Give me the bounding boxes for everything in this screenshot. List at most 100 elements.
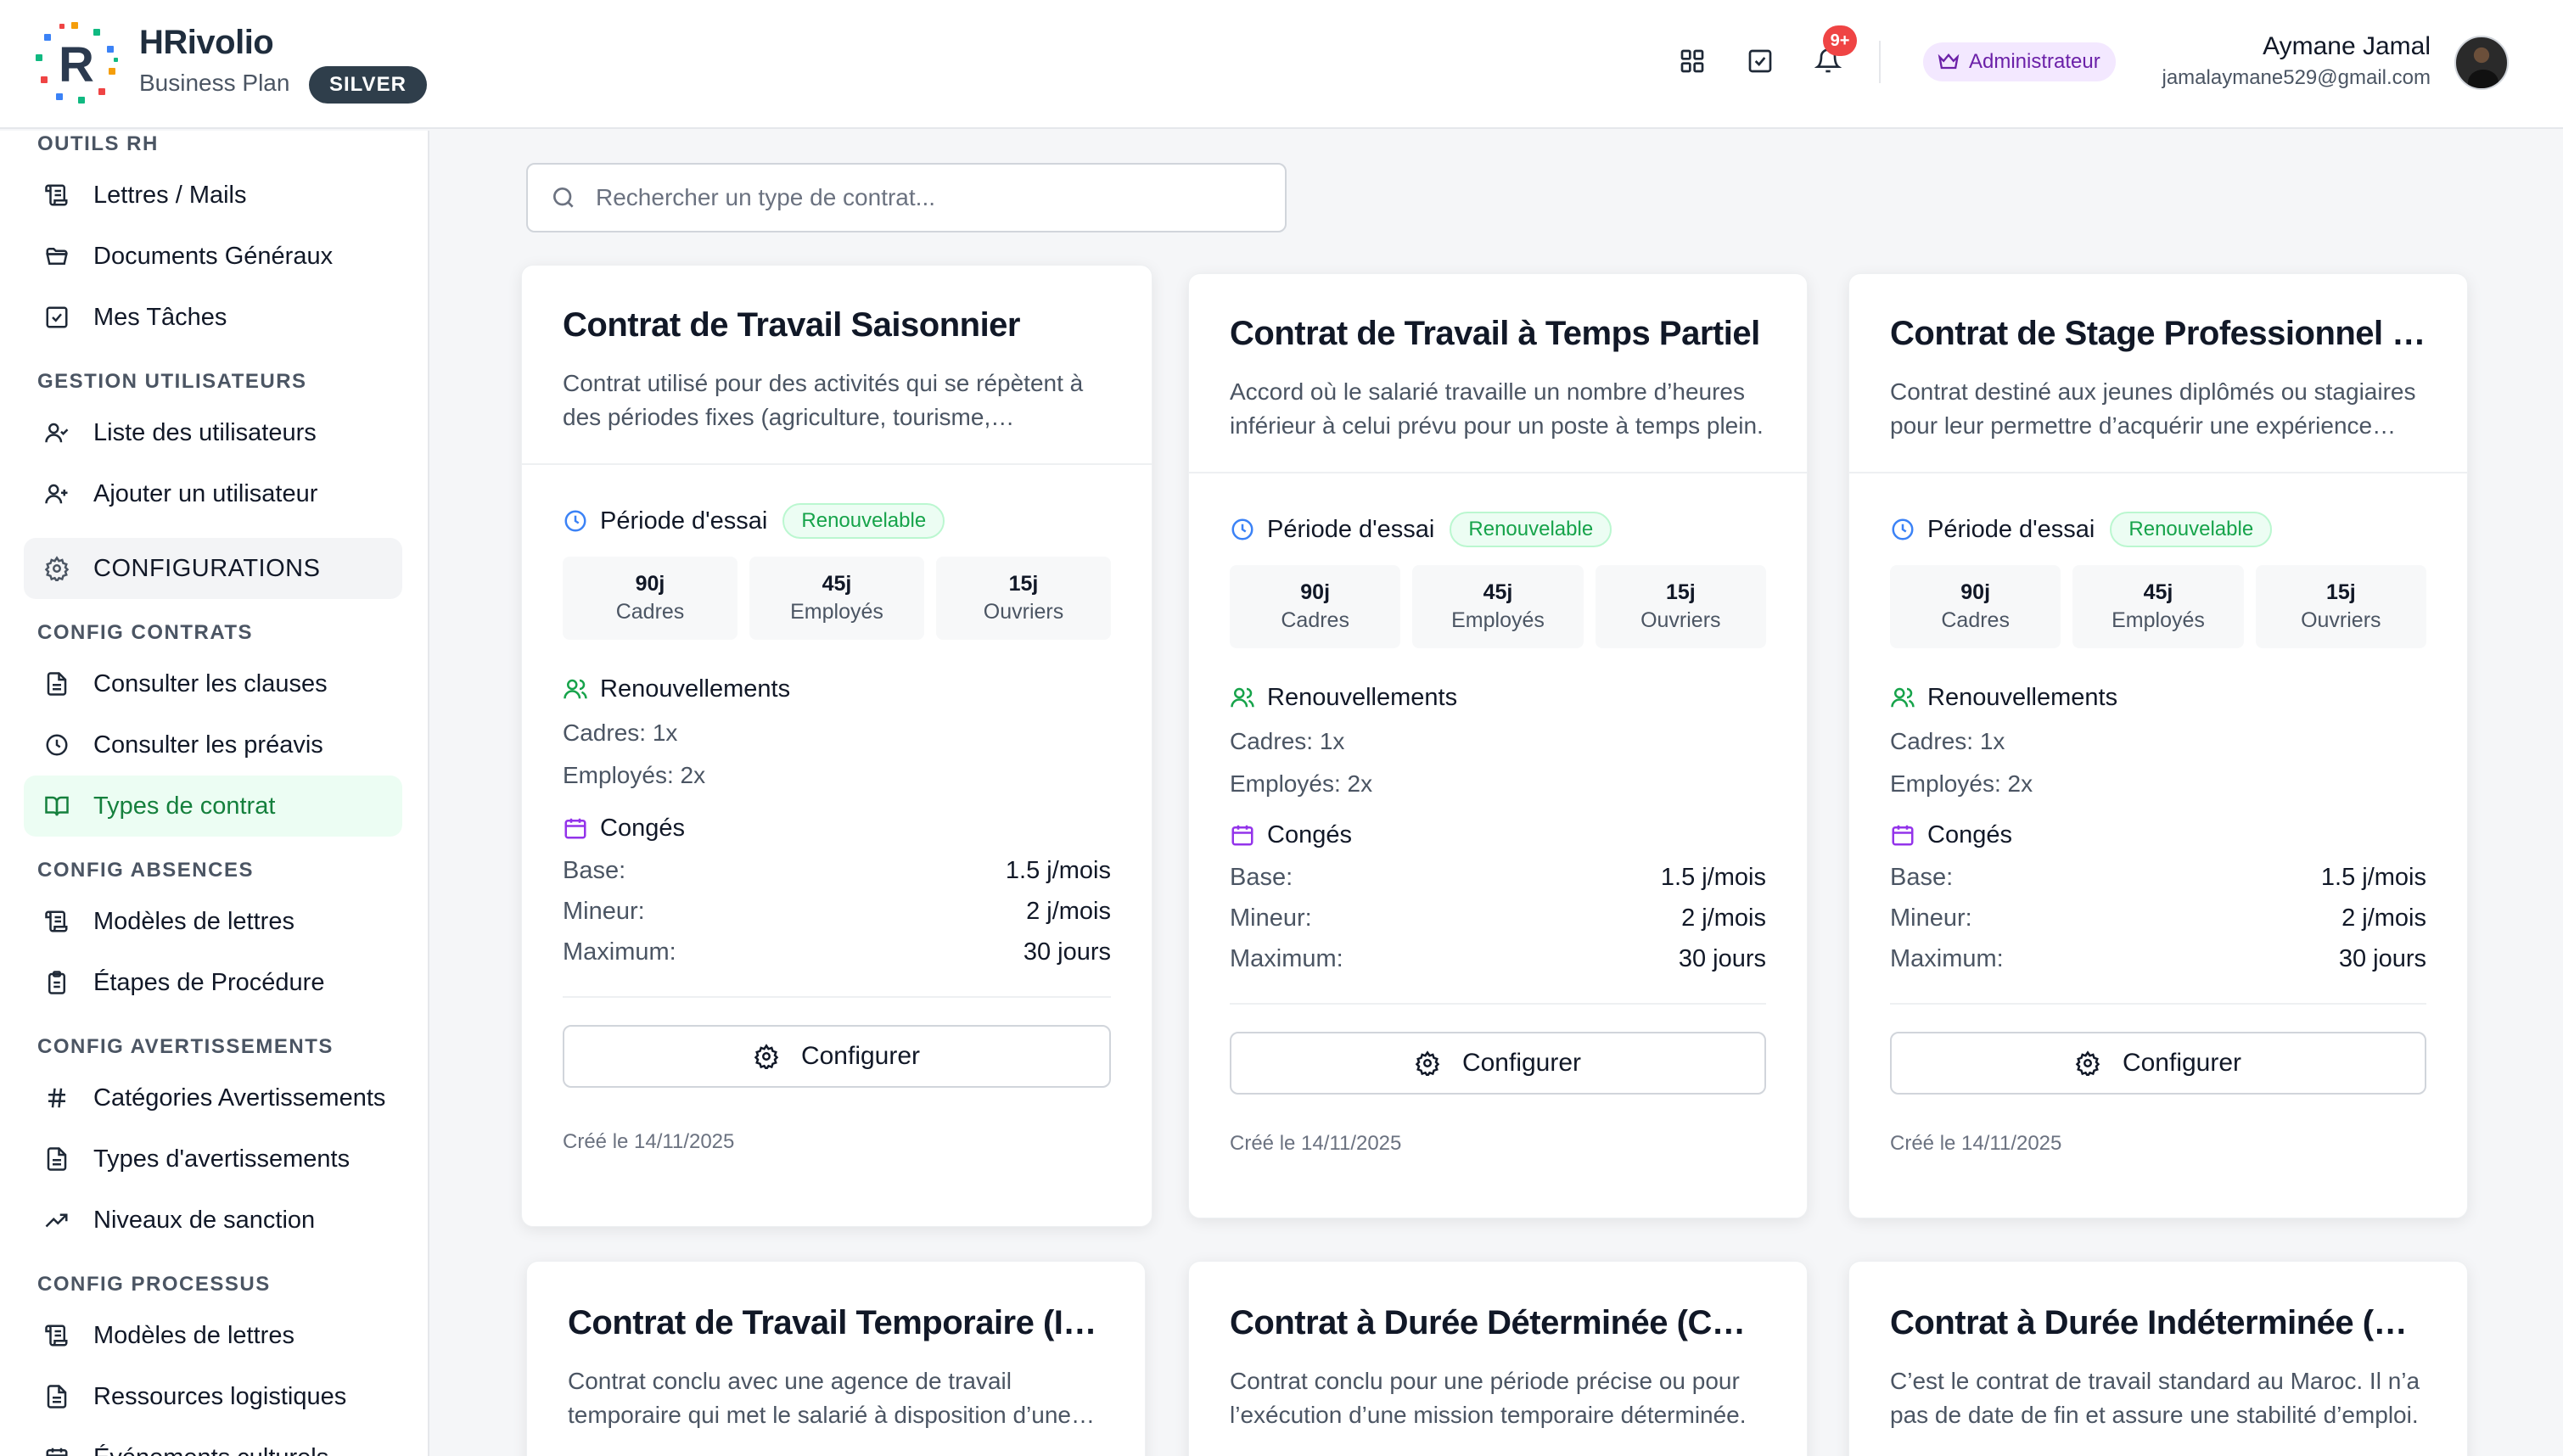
leave-base-key: Base: (1230, 864, 1293, 891)
configure-button[interactable]: Configurer (563, 1025, 1111, 1088)
contract-card: Contrat à Durée Indéterminée (CDI) C’est… (1848, 1261, 2468, 1456)
sidebar-item-label: Événements culturels (93, 1444, 328, 1456)
renewal-employes: Employés: 2x (1230, 770, 1373, 797)
sidebar-item-label: Ressources logistiques (93, 1382, 347, 1410)
plan-name: Business Plan (139, 70, 290, 96)
calendar-icon (42, 1443, 71, 1456)
sidebar-item-modeles-lettres-processus[interactable]: Modèles de lettres (24, 1305, 402, 1366)
sidebar-item-ressources-logistiques[interactable]: Ressources logistiques (24, 1366, 402, 1427)
trial-category: Employés (1451, 608, 1545, 632)
leave-max-row: Maximum: 30 jours (1230, 945, 1766, 974)
section-config-processus: CONFIG PROCESSUS (37, 1273, 271, 1296)
card-description: Accord où le salarié travaille un nombre… (1230, 378, 1764, 439)
sidebar-item-label: Lettres / Mails (93, 181, 247, 209)
sidebar-item-label: Catégories Avertissements (93, 1084, 386, 1112)
sidebar-item-label: Types de contrat (93, 792, 276, 820)
sidebar-item-mes-taches[interactable]: Mes Tâches (24, 287, 402, 348)
section-config-absences: CONFIG ABSENCES (37, 859, 254, 882)
sidebar-item-label: Consulter les clauses (93, 669, 328, 697)
sidebar-item-etapes-procedure[interactable]: Étapes de Procédure (24, 952, 402, 1013)
trial-days: 45j (822, 572, 852, 596)
trial-days: 90j (635, 572, 665, 596)
trial-category: Employés (790, 600, 883, 624)
trial-days: 45j (1483, 580, 1513, 604)
section-gestion-utilisateurs: GESTION UTILISATEURS (37, 370, 307, 393)
sidebar-item-modeles-lettres-absences[interactable]: Modèles de lettres (24, 891, 402, 952)
scroll-icon (42, 907, 71, 936)
leave-minor-value: 2 j/mois (1681, 904, 1766, 932)
sidebar-item-label: CONFIGURATIONS (93, 554, 321, 582)
sidebar-item-types-avertissements[interactable]: Types d'avertissements (24, 1128, 402, 1190)
trial-cell-employes: 45j Employés (2072, 565, 2244, 648)
card-divider (563, 996, 1111, 998)
leave-base-row: Base: 1.5 j/mois (1890, 864, 2426, 893)
gear-icon (1415, 1050, 1440, 1076)
sidebar-item-evenements-culturels[interactable]: Événements culturels (24, 1427, 402, 1456)
card-title[interactable]: Contrat de Travail Temporaire (Intérim) (568, 1304, 1104, 1341)
hrivolio-logo[interactable]: R (34, 20, 119, 105)
trial-days: 15j (1008, 572, 1039, 596)
sidebar-item-consulter-preavis[interactable]: Consulter les préavis (24, 714, 402, 776)
crown-icon (1938, 53, 1960, 70)
scroll-icon (42, 1321, 71, 1350)
card-title[interactable]: Contrat de Travail à Temps Partiel (1230, 315, 1760, 352)
trial-period-grid: 90j Cadres 45j Employés 15j Ouvriers (1890, 565, 2426, 648)
leave-label: Congés (1927, 820, 2012, 848)
folder-open-icon (42, 242, 71, 271)
sidebar-item-label: Ajouter un utilisateur (93, 479, 318, 507)
users-icon (564, 679, 587, 699)
configure-button[interactable]: Configurer (1890, 1032, 2426, 1095)
leave-max-key: Maximum: (1230, 945, 1343, 972)
contract-card: Contrat de Travail à Temps Partiel Accor… (1188, 273, 1808, 1218)
renewal-cadres: Cadres: 1x (563, 720, 678, 746)
gear-icon (754, 1044, 779, 1069)
apps-grid-icon[interactable] (1674, 42, 1711, 80)
sidebar-item-label: Types d'avertissements (93, 1145, 351, 1173)
renewal-employes: Employés: 2x (563, 762, 706, 788)
sidebar-item-niveaux-sanction[interactable]: Niveaux de sanction (24, 1190, 402, 1251)
card-description: Contrat utilisé pour des activités qui s… (563, 370, 1084, 430)
sidebar-item-configurations[interactable]: CONFIGURATIONS (24, 538, 402, 599)
section-config-contrats: CONFIG CONTRATS (37, 621, 254, 644)
sidebar-item-categories-avertissements[interactable]: Catégories Avertissements (24, 1067, 402, 1128)
sidebar-item-documents-generaux[interactable]: Documents Généraux (24, 226, 402, 287)
gear-icon (42, 554, 71, 583)
tasks-check-icon[interactable] (1741, 42, 1779, 80)
created-date: Créé le 14/11/2025 (1230, 1132, 1402, 1155)
leave-max-row: Maximum: 30 jours (1890, 945, 2426, 974)
trial-cell-ouvriers: 15j Ouvriers (1595, 565, 1766, 648)
user-name[interactable]: Aymane Jamal (2263, 32, 2431, 60)
trial-period-label: Période d'essai (600, 507, 768, 535)
card-title[interactable]: Contrat de Travail Saisonnier (563, 306, 1021, 344)
trial-category: Cadres (1281, 608, 1349, 632)
configure-button[interactable]: Configurer (1230, 1032, 1766, 1095)
calendar-icon (564, 818, 586, 839)
renewals-label: Renouvellements (1267, 683, 1458, 711)
configure-label: Configurer (1461, 1049, 1582, 1077)
trial-period-label: Période d'essai (1267, 515, 1435, 543)
renewals-label: Renouvellements (1927, 683, 2118, 711)
sidebar-item-types-contrat[interactable]: Types de contrat (24, 776, 402, 837)
clock-icon (1231, 518, 1253, 540)
book-open-icon (42, 792, 71, 820)
card-title[interactable]: Contrat à Durée Déterminée (CDD) (1230, 1304, 1766, 1341)
header-divider (1879, 41, 1881, 83)
sidebar-item-ajouter-utilisateur[interactable]: Ajouter un utilisateur (24, 463, 402, 524)
trial-days: 90j (1960, 580, 1991, 604)
sidebar-item-label: Consulter les préavis (93, 731, 323, 759)
svg-text:R: R (59, 37, 94, 92)
sidebar-item-consulter-clauses[interactable]: Consulter les clauses (24, 653, 402, 714)
card-title[interactable]: Contrat de Stage Professionnel (ANAPEC) (1890, 315, 2426, 352)
search-input[interactable] (596, 184, 1258, 211)
avatar[interactable] (2454, 36, 2509, 90)
trial-days: 15j (1665, 580, 1696, 604)
sidebar-item-lettres-mails[interactable]: Lettres / Mails (24, 165, 402, 226)
leave-max-key: Maximum: (563, 938, 676, 966)
trial-period-grid: 90j Cadres 45j Employés 15j Ouvriers (563, 557, 1111, 640)
card-title[interactable]: Contrat à Durée Indéterminée (CDI) (1890, 1304, 2426, 1341)
card-divider (1890, 1003, 2426, 1005)
leave-minor-row: Mineur: 2 j/mois (1230, 904, 1766, 933)
sidebar-item-liste-utilisateurs[interactable]: Liste des utilisateurs (24, 402, 402, 463)
users-icon (1231, 687, 1254, 708)
clock-icon (42, 731, 71, 759)
